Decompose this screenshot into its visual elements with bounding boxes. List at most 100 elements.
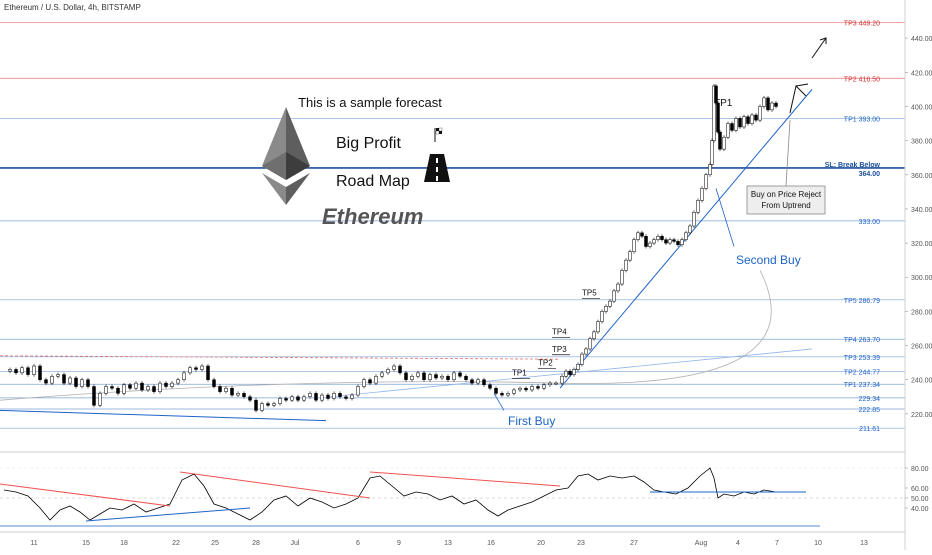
candle-body: [98, 393, 102, 406]
candle-body: [44, 379, 48, 384]
road-map-text: Road Map: [336, 173, 410, 190]
candle-body: [624, 259, 628, 271]
candle-body: [742, 116, 746, 128]
candle-body: [194, 367, 198, 370]
candle-body: [26, 367, 30, 375]
x-tick-label: 4: [736, 540, 740, 547]
candle-body: [494, 387, 498, 394]
candle-body: [152, 386, 156, 392]
tp-marker-label: TP2: [538, 358, 553, 367]
candle-body: [86, 379, 90, 387]
candle-body: [676, 241, 680, 246]
candle-body: [512, 389, 516, 394]
x-tick-label: 23: [577, 540, 585, 547]
candle-body: [612, 290, 616, 302]
candle-body: [230, 387, 234, 396]
candle-body: [652, 239, 656, 244]
candle-body: [380, 372, 384, 377]
candle-body: [104, 386, 108, 394]
candle-body: [146, 386, 150, 391]
candle-body: [260, 403, 264, 411]
candle-body: [296, 396, 300, 401]
candle-body: [530, 386, 534, 391]
candle-body: [668, 239, 672, 244]
candle-body: [632, 239, 636, 252]
x-tick-label: Jul: [291, 540, 300, 547]
candle-body: [272, 403, 276, 406]
candle-body: [738, 118, 742, 128]
candle-body: [182, 372, 186, 380]
candle-body: [14, 369, 18, 374]
candle-body: [302, 396, 306, 401]
candle-body: [464, 376, 468, 380]
candle-body: [332, 393, 336, 399]
candle-body: [242, 393, 246, 398]
candle-body: [588, 338, 592, 350]
x-tick-label: 18: [120, 540, 128, 547]
level-label-value: 364.00: [859, 171, 881, 178]
x-tick-label: 20: [537, 540, 545, 547]
candle-body: [392, 365, 396, 370]
candle-body: [92, 386, 96, 406]
candle-body: [68, 377, 72, 384]
level-label: TP2 416.50: [844, 76, 880, 83]
x-tick-label: 13: [860, 540, 868, 547]
x-tick-label: 6: [356, 540, 360, 547]
y-tick-label: 220.00: [911, 412, 932, 419]
level-label: TP2 244.77: [844, 370, 880, 377]
rsi-red-trendline: [0, 483, 171, 507]
rsi-tick-label: 80.00: [911, 466, 929, 473]
candle-body: [770, 102, 774, 111]
second-buy-text: Second Buy: [736, 253, 801, 267]
candle-body: [212, 379, 216, 387]
candle-body: [110, 386, 114, 389]
candle-body: [754, 114, 758, 121]
candle-body: [350, 394, 354, 399]
candle-body: [20, 367, 24, 374]
candle-body: [730, 123, 734, 131]
rsi-line: [3, 467, 777, 521]
candle-body: [700, 188, 704, 201]
candle-body: [50, 376, 54, 384]
candle-body: [236, 393, 240, 396]
candle-body: [446, 376, 450, 380]
candle-body: [278, 398, 282, 404]
level-label: SL: Break Below: [825, 162, 881, 169]
rsi-panel: 80.00 60.00 50.00 40.00: [0, 466, 929, 527]
candle-body: [8, 369, 12, 372]
level-label: 222.85: [859, 407, 881, 414]
big-profit-text: Big Profit: [336, 135, 401, 152]
y-tick-label: 300.00: [911, 275, 932, 282]
candle-body: [500, 393, 504, 396]
tp-marker-label: TP5: [582, 288, 597, 297]
candle-body: [762, 97, 766, 107]
candle-body: [416, 372, 420, 377]
buy-note-line1: Buy on Price Reject: [751, 190, 822, 199]
candle-body: [134, 382, 138, 389]
candle-body: [290, 396, 294, 401]
candle-body: [560, 376, 564, 384]
candle-body: [32, 365, 36, 375]
candle-body: [608, 300, 612, 307]
x-tick-label: Aug: [695, 540, 708, 547]
candle-body: [680, 239, 684, 246]
y-tick-label: 320.00: [911, 241, 932, 248]
level-label: TP1 393.00: [844, 116, 880, 123]
candle-body: [620, 270, 624, 285]
candle-body: [452, 372, 456, 380]
candle-body: [774, 102, 778, 107]
y-tick-label: 420.00: [911, 70, 932, 77]
first-buy-pointer: [493, 393, 505, 411]
candle-body: [266, 403, 270, 406]
candle-body: [362, 379, 366, 387]
candle-body: [734, 118, 738, 131]
candle-body: [692, 212, 696, 227]
candle-body: [206, 365, 210, 380]
candle-body: [542, 384, 546, 389]
candle-body: [164, 382, 168, 387]
x-tick-label: 11: [30, 540, 37, 547]
candle-body: [604, 306, 608, 312]
y-tick-label: 240.00: [911, 378, 932, 385]
